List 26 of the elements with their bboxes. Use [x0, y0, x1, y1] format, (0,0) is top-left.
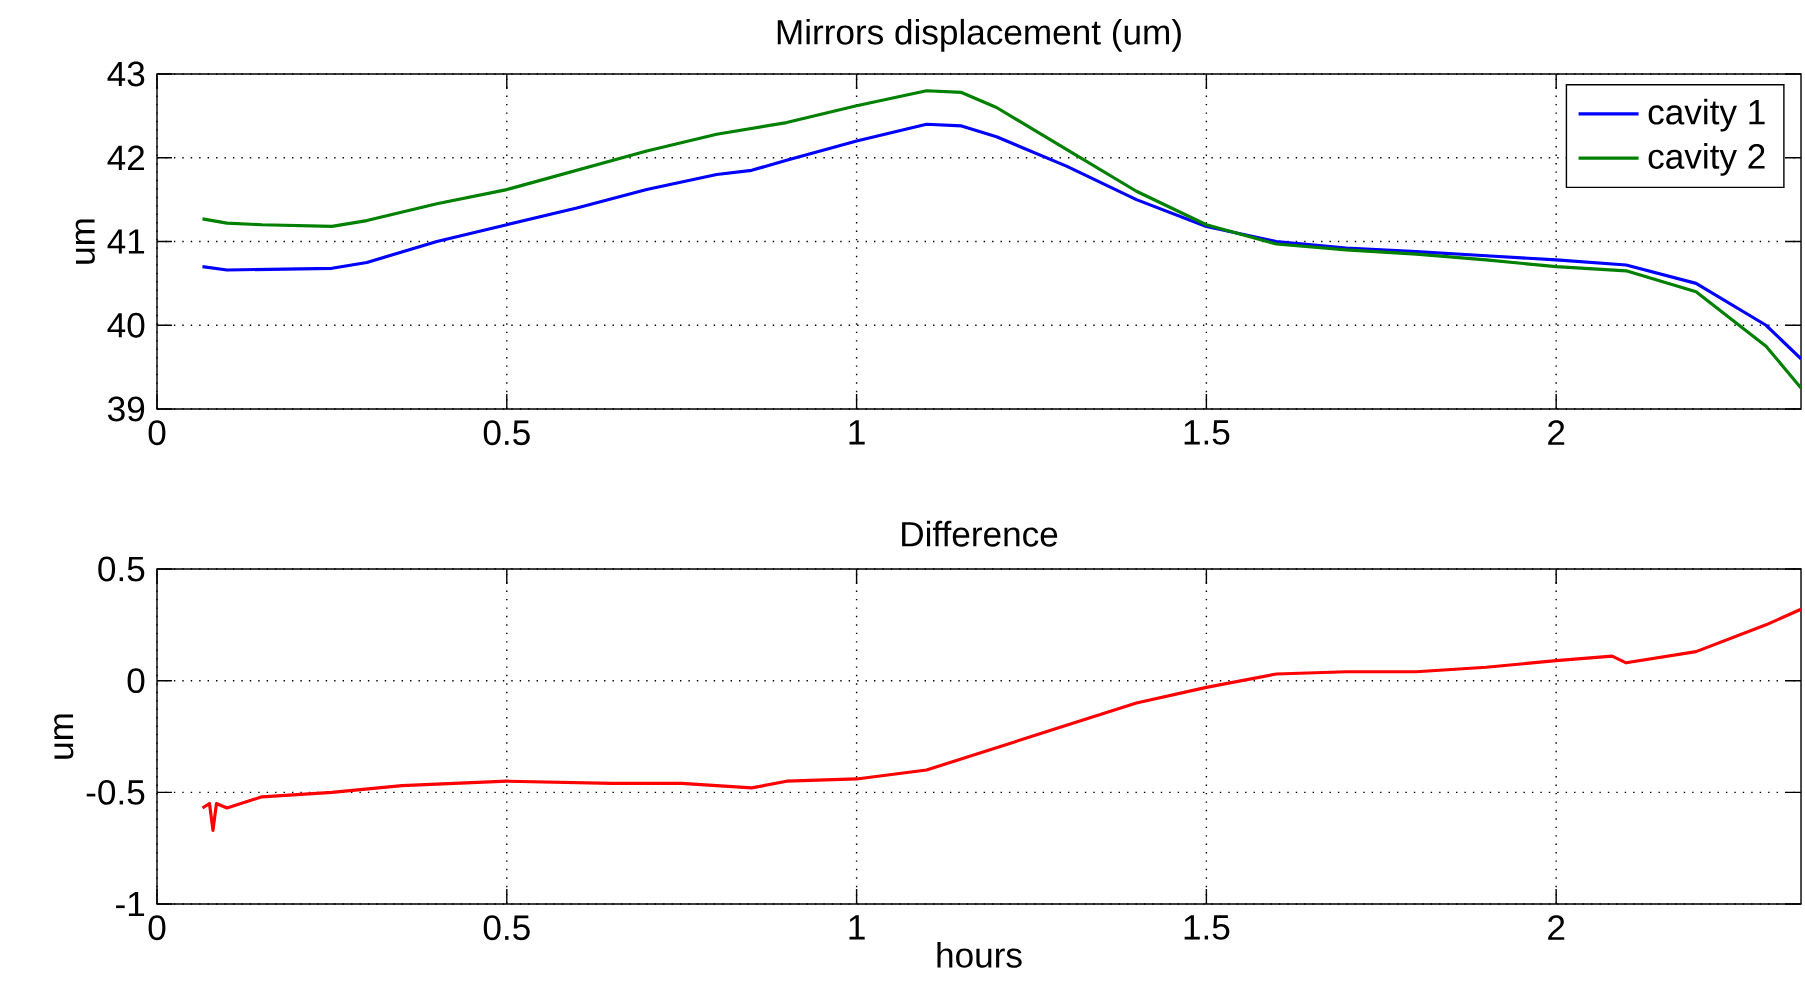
- y-tick-label: -1: [116, 891, 145, 917]
- y-tick-label: 0: [127, 668, 145, 694]
- x-tick-label: 0: [148, 915, 166, 941]
- x-tick-label: 2: [1548, 915, 1565, 940]
- y-tick-label: 39: [107, 396, 145, 422]
- x-tick-label: 1: [849, 420, 865, 445]
- y-axis-title: um: [54, 714, 74, 759]
- y-tick-label: 40: [107, 312, 145, 338]
- x-axis-title: hours: [937, 941, 1022, 968]
- y-tick-label: 41: [107, 229, 145, 254]
- y-axis-title: um: [75, 219, 95, 264]
- y-tick-label: 0.5: [98, 556, 145, 582]
- x-tick-label: 1: [849, 915, 865, 940]
- y-tick-label: 43: [107, 61, 145, 87]
- legend-label: cavity 2: [1648, 143, 1765, 176]
- x-tick-label: 0.5: [483, 420, 530, 446]
- x-tick-label: 0: [148, 420, 166, 446]
- x-tick-label: 2: [1548, 420, 1565, 445]
- y-tick-label: 42: [107, 145, 145, 171]
- chart-title: Mirrors displacement (um): [777, 18, 1181, 52]
- x-tick-label: 1.5: [1184, 915, 1230, 940]
- chart-title: Difference: [902, 520, 1058, 547]
- x-tick-label: 0.5: [483, 915, 530, 941]
- legend-label: cavity 1: [1648, 98, 1765, 132]
- x-tick-label: 1.5: [1184, 420, 1230, 445]
- y-tick-label: -0.5: [86, 779, 145, 805]
